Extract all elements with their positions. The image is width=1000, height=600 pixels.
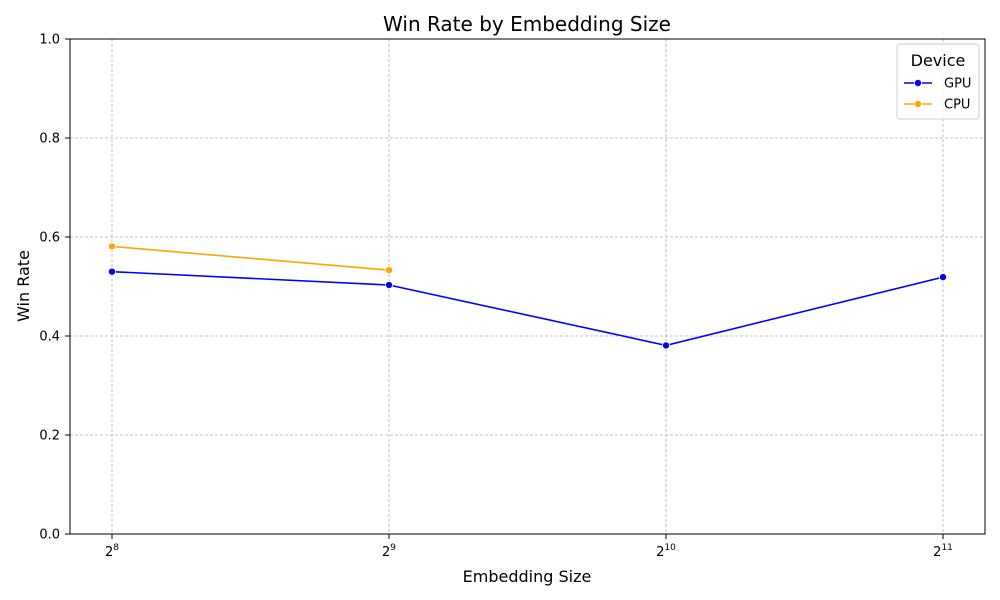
y-tick-label: 0.0 (39, 528, 60, 543)
x-axis-label: Embedding Size (463, 567, 592, 586)
y-axis-label: Win Rate (14, 250, 33, 322)
plot-frame (69, 38, 986, 535)
gpu-legend-label: GPU (944, 77, 971, 92)
y-tick-label: 0.8 (39, 132, 60, 147)
gpu-legend-marker (914, 79, 923, 88)
cpu-data-point (108, 242, 117, 251)
y-tick-label: 0.2 (39, 429, 60, 444)
x-axis-ticks: 28 29 210 211 (105, 534, 953, 560)
cpu-legend-marker (914, 100, 923, 109)
gpu-data-point (939, 273, 948, 282)
gpu-series-line (111, 270, 944, 347)
y-tick-label: 0.6 (39, 231, 60, 246)
series-lines (108, 242, 948, 350)
legend: Device GPU CPU (896, 43, 980, 120)
grid (70, 38, 985, 535)
y-axis-ticks: 0.0 0.2 0.4 0.6 0.8 1.0 (39, 33, 70, 543)
cpu-legend-label: CPU (944, 98, 970, 113)
x-tick-label: 28 (105, 543, 119, 560)
chart-title: Win Rate by Embedding Size (383, 12, 671, 36)
y-tick-label: 1.0 (39, 33, 60, 48)
gpu-data-point (662, 341, 671, 350)
gpu-data-point (108, 267, 117, 276)
cpu-series-line (111, 245, 390, 271)
x-tick-label: 210 (656, 543, 676, 560)
gpu-data-point (384, 281, 393, 290)
cpu-data-point (384, 266, 393, 275)
legend-items: GPU CPU (904, 77, 971, 113)
x-tick-label: 29 (382, 543, 396, 560)
legend-title: Device (911, 51, 966, 70)
y-tick-label: 0.4 (39, 330, 60, 345)
x-tick-label: 211 (933, 543, 953, 560)
